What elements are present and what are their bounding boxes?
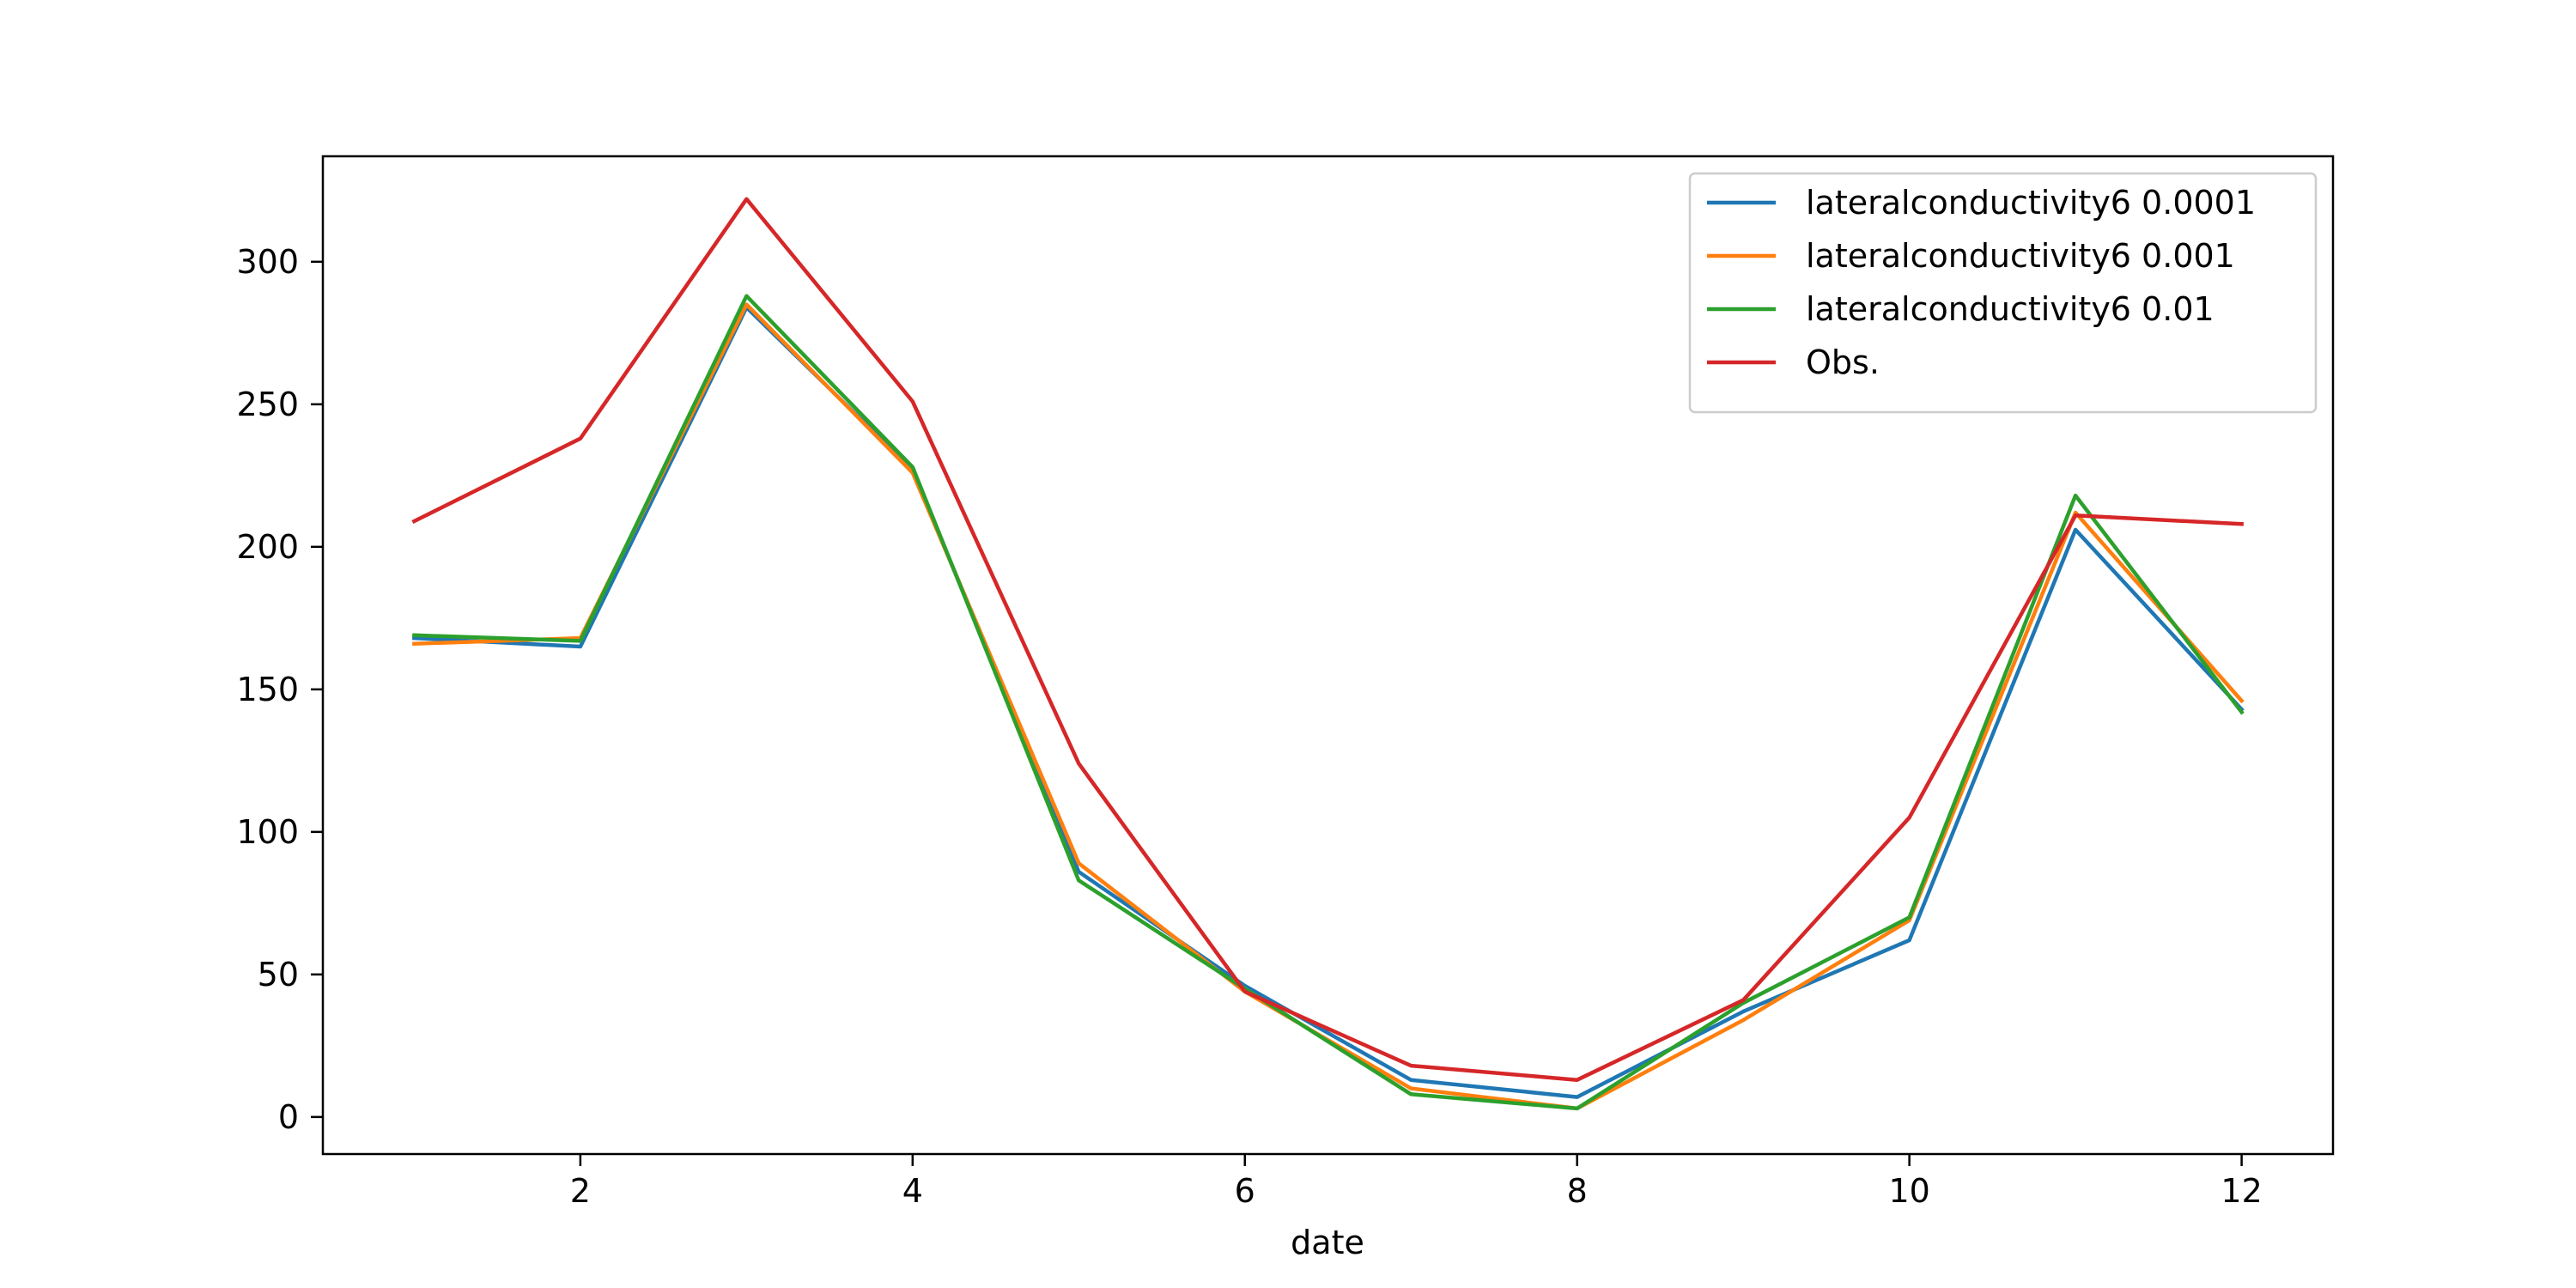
y-tick-label: 150 <box>236 671 299 708</box>
legend-label-lateralconductivity6-0-0001: lateralconductivity6 0.0001 <box>1806 184 2256 222</box>
legend-box <box>1688 172 2318 414</box>
legend-label-obs: Obs. <box>1806 343 1880 381</box>
series-line-obs <box>411 197 2244 1082</box>
y-tick-label: 0 <box>278 1098 299 1136</box>
legend: lateralconductivity6 0.0001 lateralconduc… <box>1688 172 2318 414</box>
y-axis: 0 50 100 150 200 250 300 <box>236 243 323 1136</box>
y-tick-label: 300 <box>236 243 299 281</box>
x-tick-label: 8 <box>1567 1172 1588 1210</box>
y-tick-label: 250 <box>236 386 299 423</box>
x-axis: 2 4 6 8 10 12 <box>570 1154 2263 1210</box>
x-tick-label: 12 <box>2221 1172 2262 1210</box>
plot-lines <box>411 197 2245 1111</box>
x-tick-label: 10 <box>1888 1172 1929 1210</box>
legend-label-lateralconductivity6-0-001: lateralconductivity6 0.001 <box>1806 237 2235 275</box>
y-tick-label: 200 <box>236 528 299 566</box>
series-line-lateralconductivity6-0-01 <box>412 294 2245 1111</box>
x-tick-label: 6 <box>1235 1172 1255 1210</box>
y-tick-label: 100 <box>236 813 299 851</box>
x-axis-title: date <box>1291 1224 1364 1261</box>
plot-area-frame <box>321 155 2335 1156</box>
y-tick-label: 50 <box>258 956 299 993</box>
x-tick-label: 4 <box>902 1172 923 1210</box>
legend-label-lateralconductivity6-0-01: lateralconductivity6 0.01 <box>1806 290 2215 328</box>
x-tick-label: 2 <box>570 1172 591 1210</box>
